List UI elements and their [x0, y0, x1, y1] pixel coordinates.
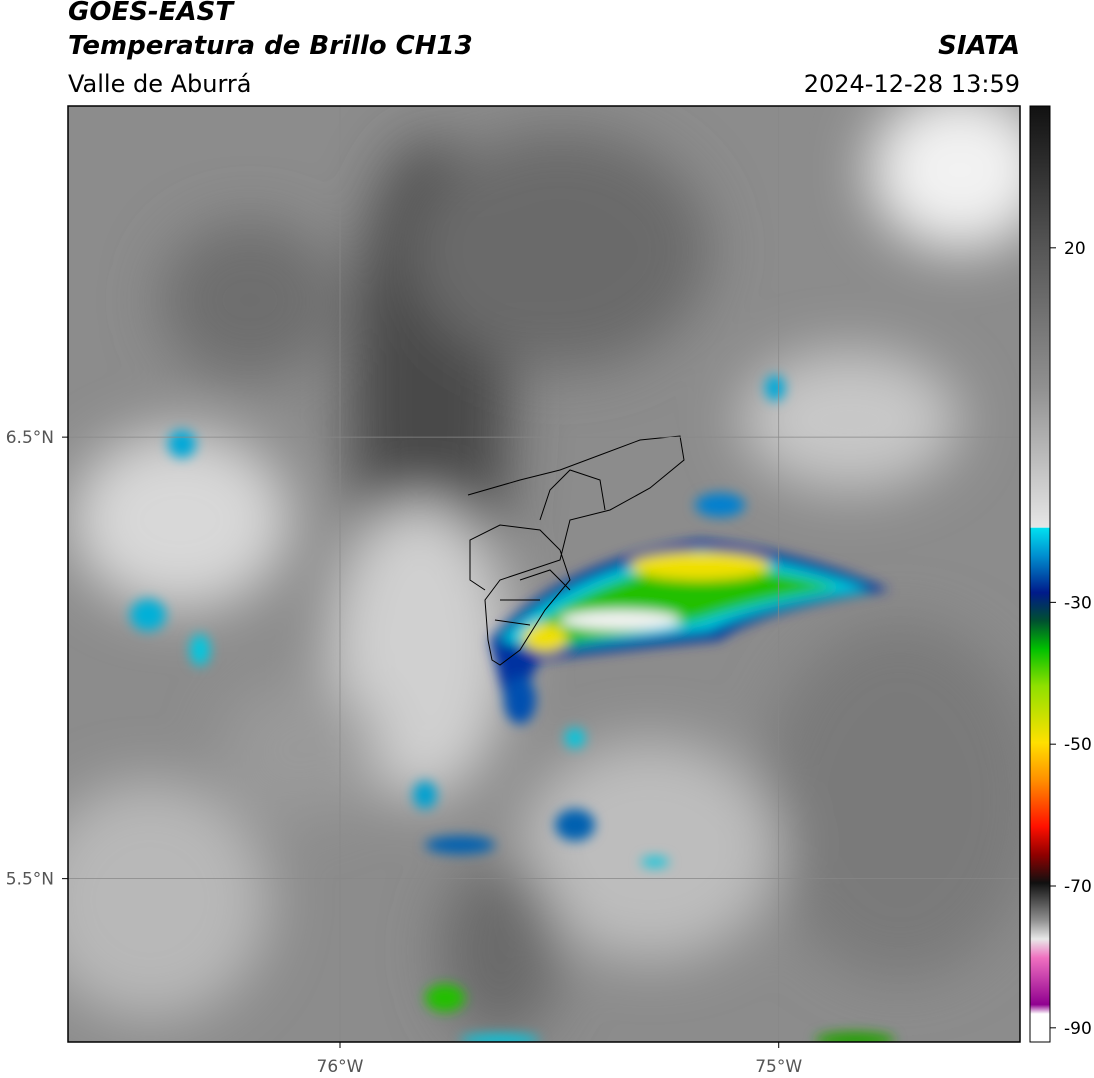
municipal-boundaries	[467, 435, 685, 666]
region: Valle de Aburrá	[68, 70, 252, 98]
colorbar-tick-label: 20	[1064, 239, 1086, 259]
colorbar	[1029, 105, 1051, 1043]
subtitle: Temperatura de Brillo CH13	[68, 31, 473, 61]
map-frame	[67, 105, 1021, 1043]
colorbar-tick-label: -50	[1064, 735, 1092, 755]
timestamp: 2024-12-28 13:59	[804, 70, 1020, 98]
lat-tick-label: 6.5°N	[6, 428, 54, 448]
colorbar-tick-label: -90	[1064, 1019, 1092, 1039]
colorbar-tick-label: -30	[1064, 593, 1092, 613]
title: GOES-EAST	[68, 0, 235, 27]
lat-tick-label: 5.5°N	[6, 870, 54, 890]
graticule	[68, 106, 1020, 1042]
satellite-image	[68, 106, 1020, 1042]
agency: SIATA	[938, 31, 1020, 61]
colorbar-tick-label: -70	[1064, 877, 1092, 897]
lon-tick-label: 75°W	[755, 1057, 802, 1077]
lon-tick-label: 76°W	[317, 1057, 364, 1077]
